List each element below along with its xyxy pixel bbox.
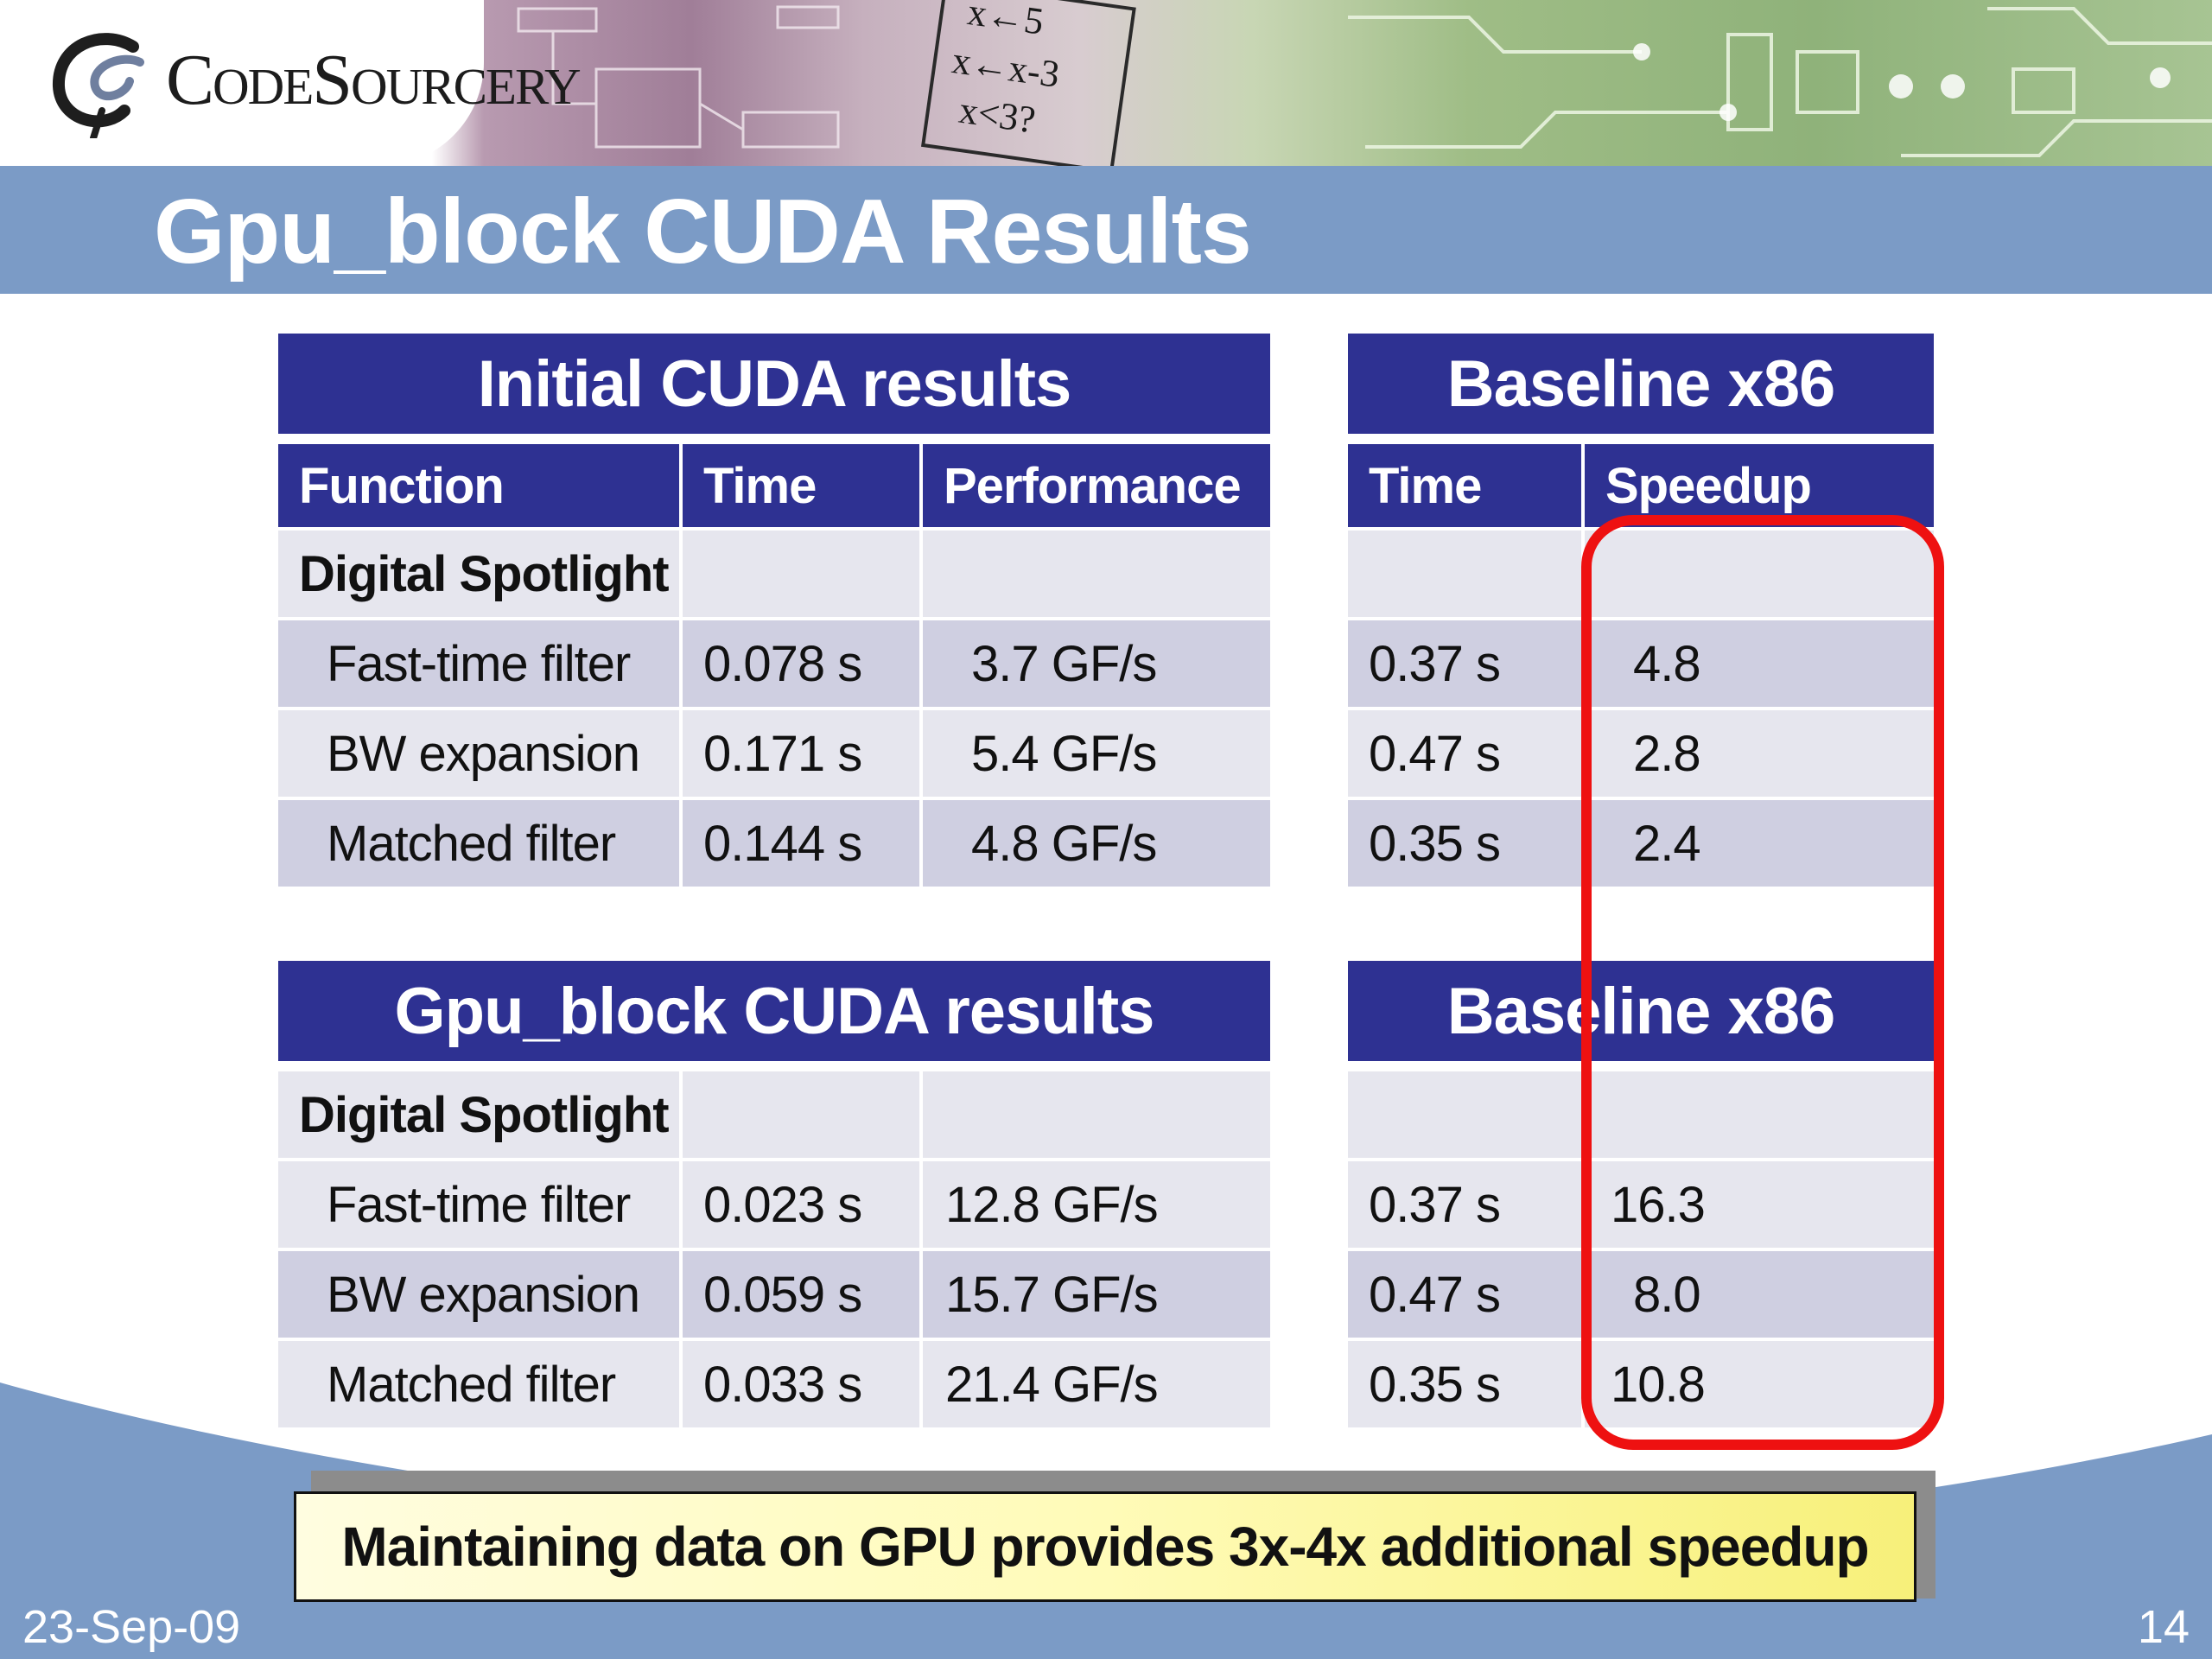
column-header-time: Time <box>1348 439 1585 531</box>
section-label: Digital Spotlight <box>278 529 683 620</box>
time-cell: 0.47 s <box>1348 1249 1585 1341</box>
table-row: BW expansion 0.171 s 5.4 GF/s <box>278 709 1271 800</box>
slide-title: Gpu_block CUDA Results <box>154 181 1252 283</box>
page-number: 14 <box>2137 1601 2190 1653</box>
time-cell: 0.023 s <box>681 1160 923 1251</box>
banner-illustration: x←5 x←x-3 x<3? <box>517 0 2212 166</box>
speedup-cell: 2.8 <box>1583 709 1934 800</box>
speedup-cell: 2.4 <box>1583 798 1934 890</box>
function-cell: Fast-time filter <box>278 1160 683 1251</box>
time-cell: 0.35 s <box>1348 798 1585 890</box>
time-cell: 0.059 s <box>681 1249 923 1341</box>
gpu-block-cuda-table: Gpu_block CUDA results Digital Spotlight… <box>278 961 1270 1431</box>
performance-cell: 3.7 GF/s <box>921 619 1271 710</box>
time-cell: 0.078 s <box>681 619 923 710</box>
time-cell: 0.171 s <box>681 709 923 800</box>
logo-area: CodeSourcery <box>0 0 582 166</box>
performance-cell: 4.8 GF/s <box>921 798 1271 890</box>
performance-cell: 15.7 GF/s <box>921 1249 1270 1341</box>
table-row: 0.35 s 2.4 <box>1348 798 1934 890</box>
time-cell: 0.47 s <box>1348 709 1585 800</box>
speedup-cell: 10.8 <box>1583 1339 1934 1431</box>
banner-code-line-1: x←5 <box>965 0 1046 43</box>
initial-cuda-table: Initial CUDA results Function Time Perfo… <box>278 334 1271 890</box>
section-row <box>1348 1066 1934 1161</box>
time-cell: 0.35 s <box>1348 1339 1585 1431</box>
section-row <box>1348 529 1934 620</box>
time-cell: 0.37 s <box>1348 619 1585 710</box>
time-cell: 0.033 s <box>681 1339 923 1431</box>
speedup-cell: 8.0 <box>1583 1249 1934 1341</box>
header-banner: x←5 x←x-3 x<3? CodeSourcery <box>0 0 2212 166</box>
table-row: 0.47 s 8.0 <box>1348 1249 1934 1341</box>
time-cell: 0.144 s <box>681 798 923 890</box>
table-caption: Gpu_block CUDA results <box>278 961 1270 1071</box>
table-row: 0.37 s 4.8 <box>1348 619 1934 710</box>
table-row: 0.37 s 16.3 <box>1348 1160 1934 1251</box>
banner-code-line-3: x<3? <box>957 89 1038 142</box>
function-cell: Matched filter <box>278 1339 683 1431</box>
table-row: BW expansion 0.059 s 15.7 GF/s <box>278 1249 1270 1341</box>
table-caption: Baseline x86 <box>1348 961 1934 1071</box>
brand-logo-text: CodeSourcery <box>166 40 582 120</box>
time-cell: 0.37 s <box>1348 1160 1585 1251</box>
table-row: 0.35 s 10.8 <box>1348 1339 1934 1431</box>
performance-cell: 21.4 GF/s <box>921 1339 1270 1431</box>
codesourcery-swirl-icon <box>52 33 144 138</box>
speedup-cell: 16.3 <box>1583 1160 1934 1251</box>
table-row: Fast-time filter 0.078 s 3.7 GF/s <box>278 619 1271 710</box>
speedup-highlight <box>1581 515 1944 1450</box>
section-row: Digital Spotlight <box>278 529 1271 620</box>
function-cell: BW expansion <box>278 1249 683 1341</box>
function-cell: Matched filter <box>278 798 683 890</box>
column-header-function: Function <box>278 439 683 531</box>
table-caption: Baseline x86 <box>1348 334 1934 444</box>
baseline-x86-table-1: Baseline x86 Time Speedup 0.37 s 4.8 0.4… <box>1348 334 1934 890</box>
table-row: Matched filter 0.144 s 4.8 GF/s <box>278 798 1271 890</box>
function-cell: Fast-time filter <box>278 619 683 710</box>
callout-box: Maintaining data on GPU provides 3x-4x a… <box>294 1491 1916 1602</box>
performance-cell: 12.8 GF/s <box>921 1160 1270 1251</box>
banner-code-line-2: x←x-3 <box>950 39 1062 96</box>
column-header-performance: Performance <box>921 439 1271 531</box>
title-bar <box>0 166 2212 294</box>
table-row: Fast-time filter 0.023 s 12.8 GF/s <box>278 1160 1270 1251</box>
function-cell: BW expansion <box>278 709 683 800</box>
speedup-cell: 4.8 <box>1583 619 1934 710</box>
slide-date: 23-Sep-09 <box>22 1601 241 1653</box>
table-row: 0.47 s 2.8 <box>1348 709 1934 800</box>
baseline-x86-table-2: Baseline x86 0.37 s 16.3 0.47 s 8.0 0.35… <box>1348 961 1934 1431</box>
section-row: Digital Spotlight <box>278 1066 1270 1161</box>
table-row: Matched filter 0.033 s 21.4 GF/s <box>278 1339 1270 1431</box>
performance-cell: 5.4 GF/s <box>921 709 1271 800</box>
table-caption: Initial CUDA results <box>278 334 1271 444</box>
section-label: Digital Spotlight <box>278 1066 683 1161</box>
column-header-time: Time <box>681 439 923 531</box>
